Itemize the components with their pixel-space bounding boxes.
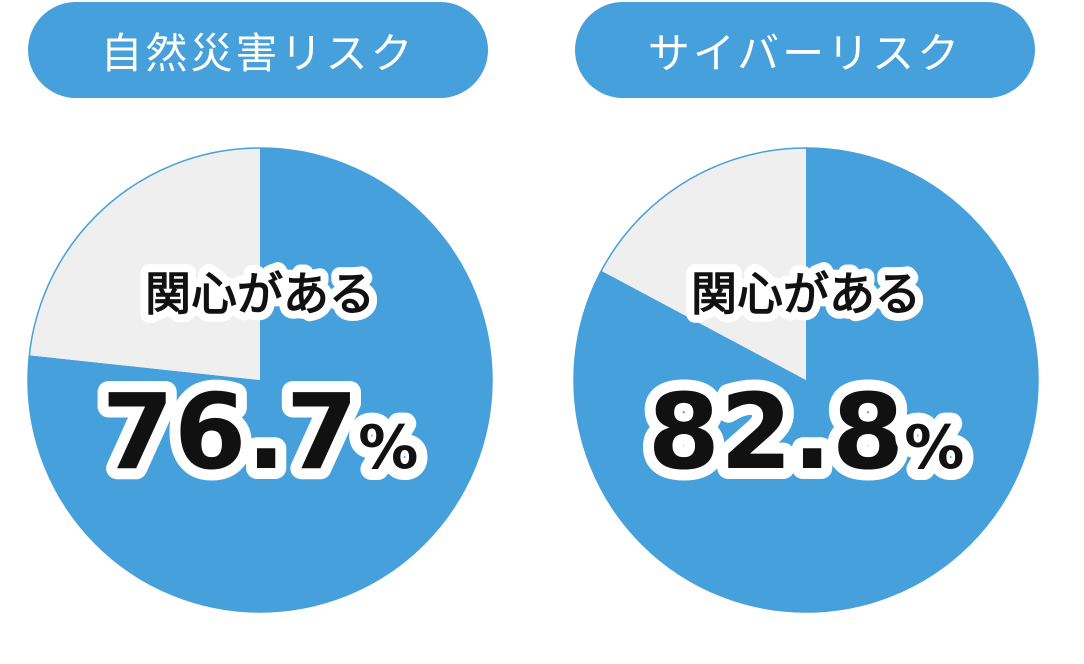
pie-center-value: 82.8% bbox=[648, 371, 965, 493]
chart-panel-cyber-risk: サイバーリスク 関心がある 82.8% bbox=[545, 0, 1065, 664]
pie-slice-remainder bbox=[601, 148, 806, 380]
pie-chart-cyber-risk: 関心がある 82.8% bbox=[573, 147, 1039, 613]
pie-center-label: 関心がある bbox=[145, 267, 375, 321]
pie-value-number: 82.8 bbox=[648, 371, 905, 493]
pie-slice-interested bbox=[27, 148, 492, 613]
chart-title-pill: 自然災害リスク bbox=[28, 2, 488, 98]
pie-outline bbox=[573, 147, 1039, 613]
pie-value-unit: % bbox=[358, 413, 418, 483]
pie-value-unit: % bbox=[904, 413, 964, 483]
pie-center-label: 関心がある bbox=[691, 267, 921, 321]
pie-slice-interested bbox=[574, 148, 1039, 612]
chart-panel-natural-disaster: 自然災害リスク 関心がある 76.7% bbox=[0, 0, 520, 664]
pie-slice-remainder bbox=[29, 148, 260, 380]
pie-outline bbox=[27, 147, 493, 613]
chart-title-pill: サイバーリスク bbox=[575, 2, 1035, 98]
pie-center-value: 76.7% bbox=[102, 371, 419, 493]
pie-value-number: 76.7 bbox=[102, 371, 359, 493]
pie-chart-natural-disaster: 関心がある 76.7% bbox=[27, 147, 493, 613]
